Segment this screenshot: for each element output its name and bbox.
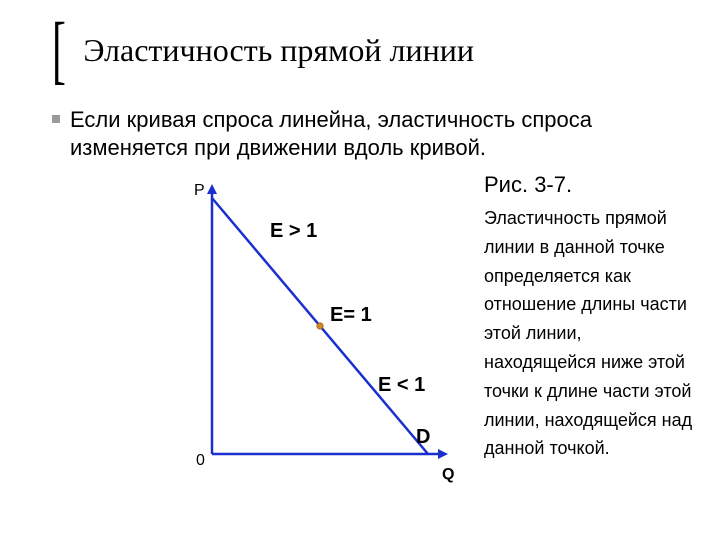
title-bracket-icon: [ (52, 24, 66, 77)
bullet-marker-icon (52, 115, 60, 123)
caption-text: Эластичность прямой линии в данной точке… (484, 204, 694, 463)
bullet-text: Если кривая спроса линейна, эластичность… (70, 106, 680, 161)
slide: [ Эластичность прямой линии Если кривая … (0, 0, 720, 540)
chart-label-q: Q (442, 466, 454, 484)
slide-title: Эластичность прямой линии (83, 32, 474, 69)
caption-title: Рис. 3-7. (484, 172, 694, 198)
chart-label-d: D (416, 426, 430, 449)
figure-caption: Рис. 3-7. Эластичность прямой линии в да… (484, 172, 694, 463)
chart-label-e_lt: E < 1 (378, 374, 425, 397)
chart-label-p: P (194, 182, 205, 200)
chart-label-e_eq: E= 1 (330, 304, 372, 327)
chart-label-zero: 0 (196, 452, 205, 470)
bullet-row: Если кривая спроса линейна, эластичность… (52, 106, 680, 161)
title-row: [ Эластичность прямой линии (52, 24, 680, 77)
chart-area: P 0 QD E > 1 E= 1 E < 1 (180, 176, 460, 486)
chart-label-e_gt: E > 1 (270, 220, 317, 243)
